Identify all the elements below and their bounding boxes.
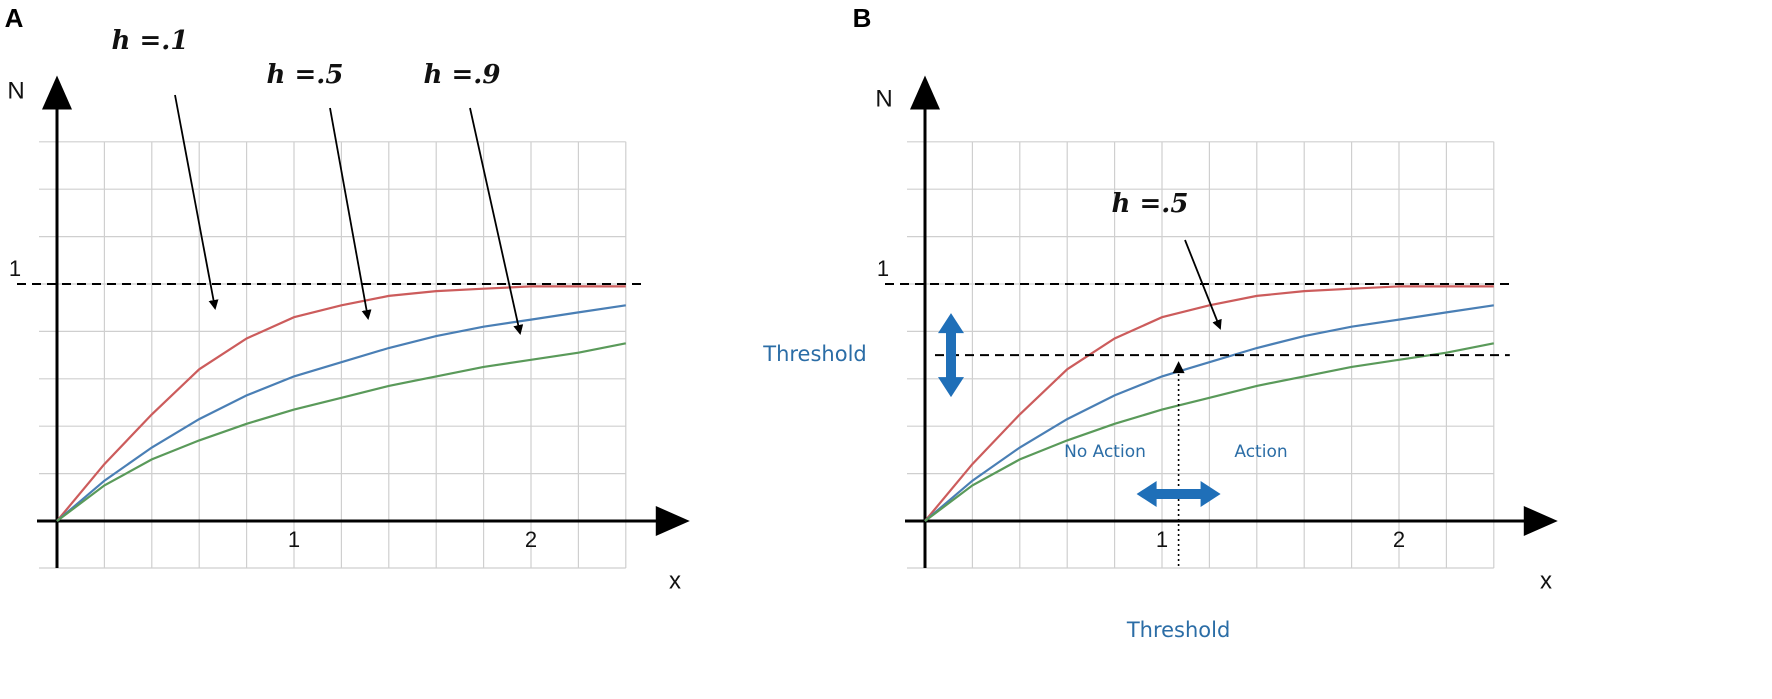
- series-line: [56, 342, 627, 522]
- label-arrow: [1184, 239, 1222, 330]
- x-axis-arrow: [655, 506, 690, 536]
- series-label: h =.9: [424, 60, 501, 90]
- panel: A Nx 1 2 1 h =.1 h =.5 h =.9: [5, 3, 690, 594]
- series-label: h =.1: [112, 26, 189, 56]
- double-arrow: [1136, 481, 1221, 507]
- x-axis-label: x: [669, 567, 681, 594]
- panel-letter: B: [853, 3, 872, 33]
- series-line: [56, 285, 626, 522]
- double-arrow: [938, 313, 964, 398]
- label-arrow: [329, 107, 372, 320]
- y-axis-arrow: [910, 75, 940, 110]
- series-line: [56, 304, 626, 522]
- y-axis-label: N: [7, 77, 24, 104]
- y-axis-arrow: [42, 75, 72, 110]
- region-label: Action: [1234, 442, 1287, 462]
- arrow-head: [1172, 361, 1185, 374]
- series-line: [924, 304, 1494, 522]
- x-axis-arrow: [1523, 506, 1558, 536]
- x-tick-label: 2: [525, 527, 537, 552]
- y-axis-label: N: [875, 85, 892, 112]
- panel-letter: A: [5, 3, 24, 33]
- series-line: [924, 342, 1495, 522]
- x-tick-label: 1: [288, 527, 300, 552]
- panel: B Nx 1 2 1 h =.5 Threshold Threshold No Action Ac…: [762, 3, 1558, 642]
- series-label: h =.5: [1112, 189, 1189, 219]
- x-tick-label: 1: [1156, 527, 1168, 552]
- y-tick-label: 1: [9, 256, 21, 281]
- label-arrow: [174, 94, 219, 310]
- threshold-label: Threshold: [1126, 618, 1231, 642]
- threshold-label: Threshold: [762, 342, 867, 366]
- series-label: h =.5: [267, 60, 344, 90]
- y-tick-label: 1: [877, 256, 889, 281]
- x-axis-label: x: [1540, 567, 1552, 594]
- label-arrow: [469, 107, 524, 335]
- x-tick-label: 2: [1393, 527, 1405, 552]
- series-line: [924, 285, 1494, 522]
- region-label: No Action: [1064, 442, 1146, 462]
